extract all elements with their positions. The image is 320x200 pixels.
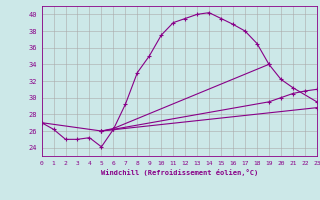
X-axis label: Windchill (Refroidissement éolien,°C): Windchill (Refroidissement éolien,°C) xyxy=(100,169,258,176)
